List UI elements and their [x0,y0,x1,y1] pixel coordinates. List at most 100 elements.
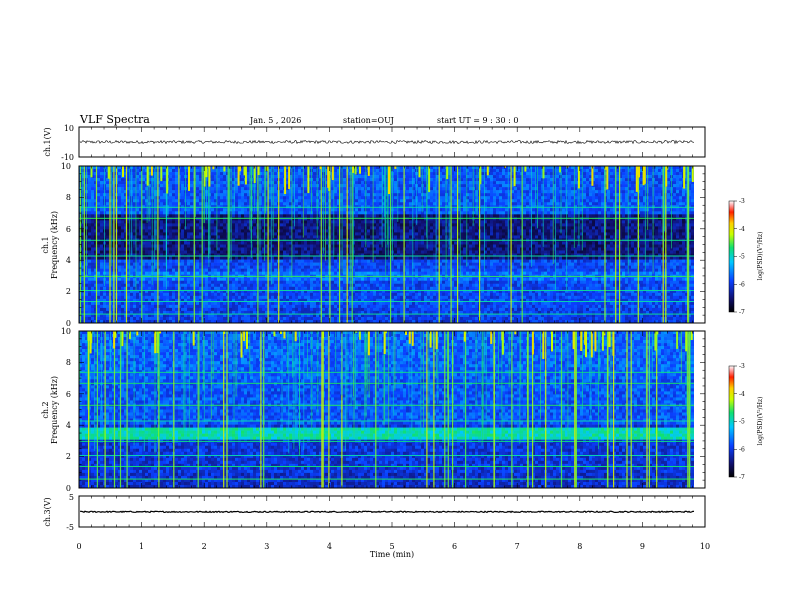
spectrogram-cell [121,289,124,294]
spectrogram-cell [301,283,304,288]
spectrogram-cell [196,295,199,300]
spectrogram-cell [298,193,301,197]
spectrogram-cell [232,187,235,191]
spectrogram-cell [271,280,274,285]
spectrogram-cell [160,223,163,227]
spectrogram-cell [343,211,346,215]
spectrogram-cell [334,307,337,312]
spectrogram-cell [106,253,109,257]
spectrogram-cell [238,187,241,191]
spectrogram-cell [88,196,91,200]
spectrogram-cell [97,190,100,194]
spectrogram-cell [88,247,91,251]
spectrogram-cell [91,298,94,303]
spectrogram-cell [169,277,172,282]
spectrogram-cell [127,247,130,251]
spectrogram-cell [250,259,253,263]
spectrogram-cell [94,232,97,236]
spectrogram-cell [127,271,130,275]
spectrogram-cell [319,268,322,272]
spectrogram-cell [160,307,163,312]
spectrogram-cell [127,193,130,197]
spectrogram-cell [82,199,85,203]
spectrogram-cell [106,244,109,248]
spectrogram-cell [241,226,244,230]
spectrogram-cell [283,304,286,309]
spectrogram-cell [232,202,235,206]
spectrogram-cell [274,214,277,218]
spectrogram-cell [205,310,208,315]
spectrogram-cell [205,235,208,239]
spectrogram-cell [97,217,100,221]
spectrogram-cell [106,235,109,239]
spectrogram-cell [292,181,295,185]
spectrogram-cell [259,229,262,233]
spectrogram-cell [253,280,256,285]
spectrogram-cell [262,316,265,321]
spectrogram-cell [136,196,139,200]
spectrogram-cell [202,289,205,294]
spectrogram-cell [151,307,154,312]
spectrogram-cell [280,166,283,170]
spectrogram-cell [286,196,289,200]
spectrogram-cell [196,319,199,324]
spectrogram-cell [259,181,262,185]
spectrogram-cell [250,268,253,272]
spectrogram-cell [358,295,361,300]
spectrogram-cell [142,271,145,275]
spectrogram-cell [220,283,223,288]
spectrogram-cell [136,178,139,182]
spectrogram-cell [286,277,289,282]
spectrogram-cell [310,289,313,294]
spectrogram-cell [145,208,148,212]
spectrogram-cell [259,241,262,245]
spectrogram-cell [241,316,244,321]
spectrogram-cell [334,295,337,300]
spectrogram-cell [331,307,334,312]
spectrogram-cell [130,286,133,291]
spectrogram-cell [337,211,340,215]
spectrogram-cell [130,313,133,318]
spectrogram-cell [337,208,340,212]
spectrogram-cell [298,166,301,170]
spectrogram-cell [184,250,187,254]
spectrogram-cell [214,304,217,309]
spectrogram-cell [118,169,121,173]
spectrogram-cell [151,319,154,324]
spectrogram-cell [148,280,151,285]
spectrogram-cell [172,247,175,251]
spectrogram-cell [118,304,121,309]
spectrogram-cell [160,286,163,291]
spectrogram-cell [265,214,268,218]
spectrogram-cell [199,217,202,221]
spectrogram-cell [262,271,265,275]
spectrogram-cell [100,247,103,251]
spectrogram-cell [325,208,328,212]
spectrogram-cell [190,313,193,318]
spectrogram-cell [94,256,97,260]
spectrogram-cell [136,265,139,269]
spectrogram-cell [238,319,241,324]
spectrogram-cell [307,193,310,197]
spectrogram-cell [313,271,316,275]
spectrogram-cell [133,256,136,260]
spectrogram-cell [214,265,217,269]
spectrogram-cell [211,295,214,300]
spectrogram-cell [223,247,226,251]
spectrogram-cell [313,199,316,203]
spectrogram-cell [88,271,91,275]
spectrogram-cell [118,298,121,303]
spectrogram-cell [292,259,295,263]
spectrogram-cell [322,298,325,303]
spectrogram-cell [292,283,295,288]
spectrogram-cell [355,265,358,269]
spectrogram-cell [274,319,277,324]
spectrogram-cell [175,262,178,266]
spectrogram-cell [169,220,172,224]
spectrogram-cell [133,229,136,233]
spectrogram-cell [94,193,97,197]
spectrogram-cell [172,211,175,215]
spectrogram-cell [307,304,310,309]
spectrogram-cell [106,217,109,221]
spectrogram-cell [217,271,220,275]
